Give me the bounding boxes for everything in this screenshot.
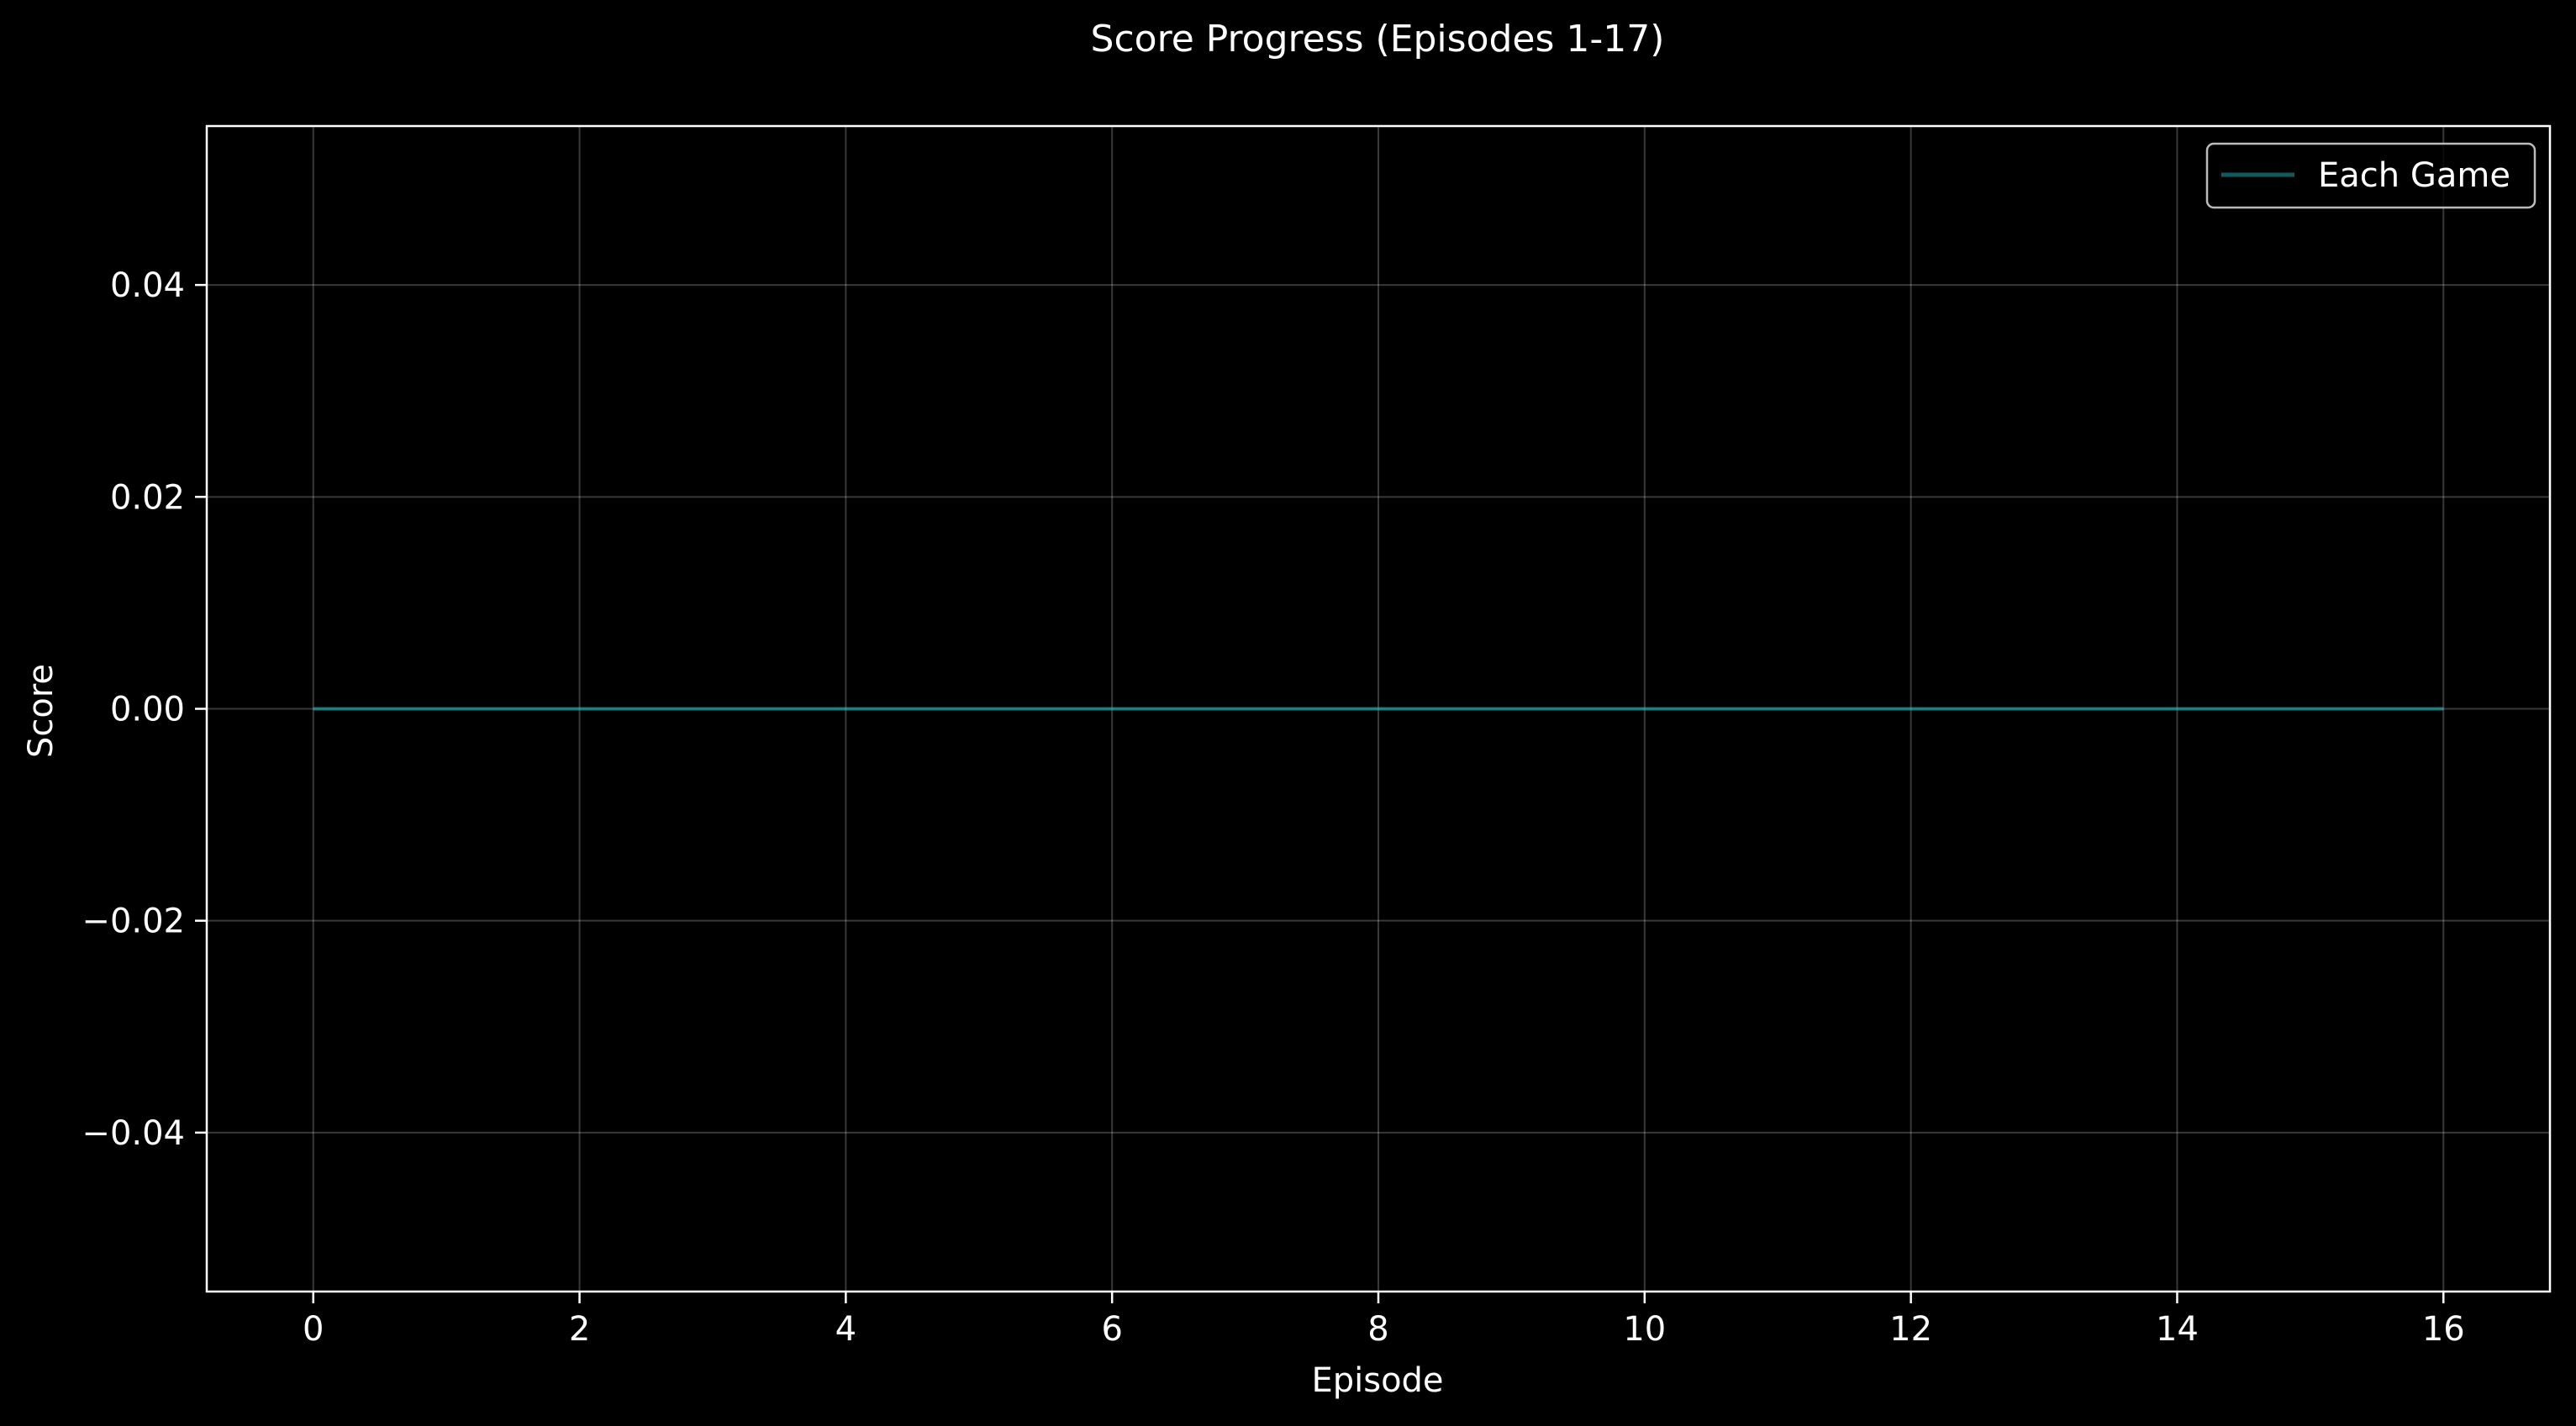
axis-ticks: 0 2 4 6 8 10 12 14 16 −0.04 −0.02 0.00 0.02 0.04	[82, 266, 2464, 1349]
y-tick-label: −0.02	[82, 902, 185, 941]
legend-label: Each Game	[2318, 156, 2510, 195]
y-tick-label: −0.04	[82, 1114, 185, 1153]
chart-title: Score Progress (Episodes 1-17)	[1091, 18, 1665, 61]
x-tick-label: 14	[2156, 1310, 2199, 1349]
legend: Each Game	[2205, 142, 2536, 209]
x-tick-label: 2	[569, 1310, 590, 1349]
x-tick-label: 8	[1367, 1310, 1388, 1349]
y-tick-label: 0.00	[110, 691, 185, 729]
x-tick-label: 10	[1623, 1310, 1666, 1349]
y-axis-label: Score	[22, 664, 61, 758]
x-tick-label: 6	[1101, 1310, 1122, 1349]
x-axis-label: Episode	[1311, 1361, 1443, 1400]
x-tick-label: 4	[835, 1310, 856, 1349]
x-tick-label: 12	[1889, 1310, 1932, 1349]
y-tick-label: 0.02	[110, 478, 185, 517]
x-tick-label: 16	[2422, 1310, 2465, 1349]
y-tick-label: 0.04	[110, 266, 185, 305]
legend-box	[2205, 142, 2536, 209]
x-tick-label: 0	[303, 1310, 324, 1349]
